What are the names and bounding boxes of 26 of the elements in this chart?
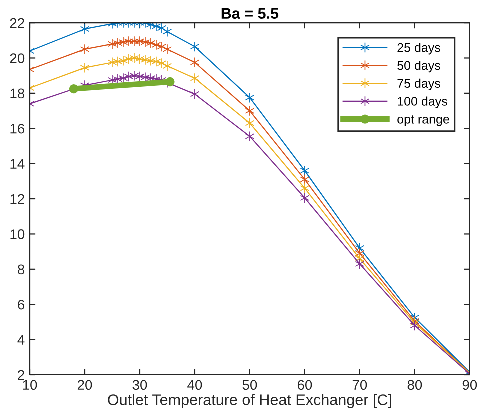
- y-tick-label: 4: [18, 335, 25, 345]
- y-tick-label: 8: [18, 264, 25, 275]
- x-axis-title: Outlet Temperature of Heat Exchanger [C]: [108, 394, 392, 408]
- x-tick-label: 40: [188, 380, 202, 390]
- y-tick-label: 14: [10, 159, 25, 169]
- y-tick-label: 6: [18, 300, 25, 310]
- x-tick-label: 50: [242, 380, 258, 390]
- y-tick-label: 18: [10, 88, 25, 99]
- x-tick-label: 70: [352, 380, 368, 390]
- y-tick-label: 2: [18, 370, 24, 380]
- x-tick-label: 30: [132, 380, 148, 390]
- legend-label: 100 days: [398, 96, 448, 108]
- legend-label: 75 days: [398, 78, 440, 90]
- y-tick-label: 16: [10, 124, 25, 134]
- legend-label: 25 days: [398, 43, 440, 55]
- chart-title: Ba = 5.5: [222, 8, 279, 20]
- legend-label: opt range: [398, 116, 450, 126]
- x-tick-label: 60: [298, 380, 312, 390]
- legend-label: 50 days: [398, 60, 440, 73]
- x-tick-label: 90: [462, 380, 478, 390]
- y-tick-label: 12: [10, 194, 24, 204]
- x-tick-label: 80: [408, 380, 422, 390]
- y-tick-label: 20: [10, 54, 25, 64]
- y-tick-label: 10: [10, 230, 25, 240]
- x-tick-label: 20: [78, 380, 92, 390]
- y-tick-label: 22: [10, 18, 24, 28]
